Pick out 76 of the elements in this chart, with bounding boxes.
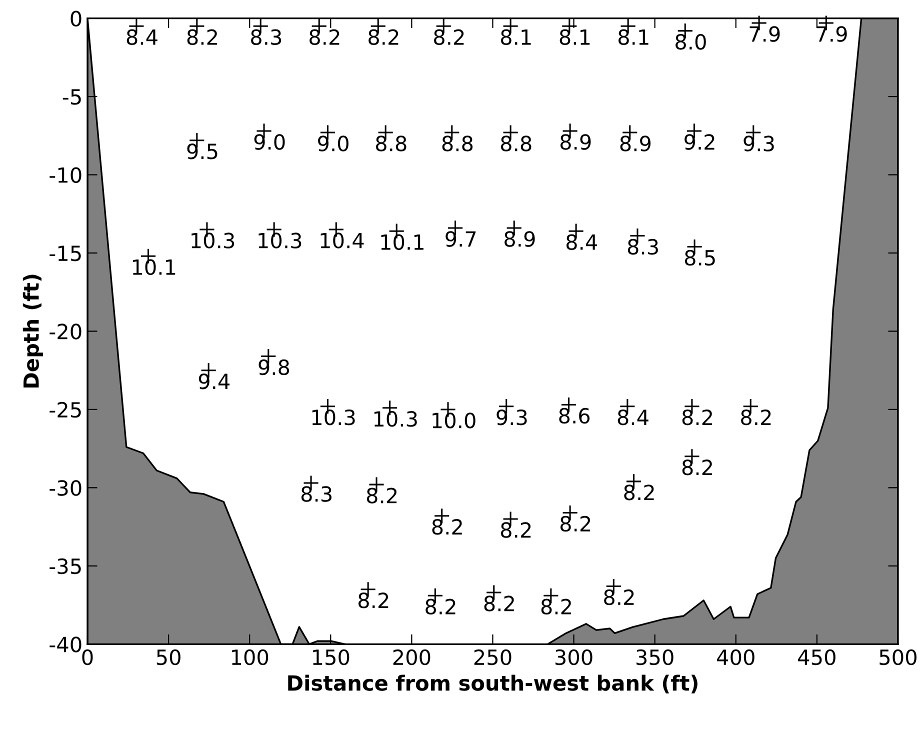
annotation: 10.1: [381, 234, 424, 250]
x-tick-label: 150: [313, 649, 350, 666]
y-tick-label: -10: [50, 167, 82, 183]
annotation: 8.9: [560, 134, 591, 150]
annotation: 8.2: [187, 29, 217, 46]
annotation: 8.3: [301, 486, 332, 502]
annotation: 9.5: [187, 143, 218, 160]
annotation: 8.2: [682, 460, 712, 476]
annotation: 10.0: [432, 412, 476, 428]
y-tick-label: 0: [70, 10, 82, 27]
annotation: 8.2: [541, 598, 571, 615]
x-tick-label: 350: [636, 649, 674, 666]
y-tick-label: -25: [50, 402, 81, 418]
y-tick-label: -35: [50, 558, 81, 574]
x-tick-label: 200: [393, 649, 430, 666]
annotation: 8.1: [560, 29, 590, 46]
annotation: 10.3: [312, 409, 355, 426]
annotation: 8.5: [684, 250, 715, 266]
annotation: 9.8: [258, 359, 290, 376]
x-axis-title: Distance from south-west bank (ft): [288, 674, 698, 694]
annotation: 10.1: [132, 259, 176, 276]
y-axis-title: Depth (ft): [22, 274, 44, 388]
annotation: 8.2: [560, 516, 590, 532]
annotation: 8.3: [251, 29, 282, 46]
x-tick-label: 300: [555, 649, 592, 666]
y-tick-label: -15: [50, 246, 81, 262]
annotation: 7.9: [816, 26, 847, 42]
annotation: 8.0: [676, 34, 706, 50]
annotation: 8.2: [604, 589, 634, 606]
x-tick-label: 250: [474, 649, 512, 666]
annotation: 10.3: [374, 411, 417, 427]
annotation: 8.2: [368, 29, 398, 46]
y-tick-label: -30: [50, 480, 82, 496]
annotation: 7.9: [750, 26, 780, 42]
annotation: 8.2: [741, 409, 771, 426]
annotation: 9.3: [744, 136, 774, 152]
annotation: 8.8: [442, 136, 473, 152]
x-tick-label: 0: [82, 649, 93, 666]
annotation: 8.4: [618, 409, 648, 426]
x-tick-label: 500: [880, 649, 916, 666]
annotation: 8.1: [618, 29, 648, 46]
x-tick-label: 100: [232, 649, 268, 666]
x-tick-label: 50: [156, 649, 180, 666]
annotation: 8.3: [628, 238, 658, 255]
y-tick-label: -40: [50, 636, 82, 652]
annotation: 9.0: [254, 134, 285, 150]
annotation: 8.2: [358, 592, 388, 608]
annotation: 8.2: [366, 488, 397, 504]
annotation: 8.6: [559, 408, 590, 424]
annotation: 8.9: [620, 136, 651, 152]
annotation: 8.2: [484, 596, 514, 612]
annotation: 9.7: [446, 231, 476, 247]
annotation: 10.4: [320, 232, 364, 248]
x-tick-label: 450: [798, 649, 836, 666]
annotation: 9.3: [496, 409, 527, 426]
annotation: 8.1: [500, 29, 531, 46]
annotation: 8.4: [566, 234, 598, 250]
annotation: 8.8: [376, 136, 406, 152]
annotation: 9.2: [684, 134, 714, 150]
y-tick-label: -20: [50, 324, 82, 340]
annotation: 8.8: [500, 136, 532, 152]
annotation: 10.3: [192, 232, 234, 248]
x-tick-label: 400: [717, 649, 754, 666]
annotation: 10.3: [258, 232, 302, 248]
annotation: 8.2: [682, 409, 712, 426]
annotation: 8.4: [126, 29, 158, 46]
annotation: 8.2: [310, 29, 340, 46]
annotation: 8.2: [624, 484, 654, 500]
annotation: 9.4: [198, 373, 230, 390]
annotation: 9.0: [318, 136, 348, 152]
annotation: 8.2: [426, 598, 456, 615]
annotation: 8.2: [500, 522, 531, 538]
annotation: 8.2: [432, 519, 462, 535]
y-tick-label: -5: [62, 89, 81, 105]
annotation: 8.2: [434, 29, 464, 46]
annotation: 8.9: [504, 231, 535, 247]
